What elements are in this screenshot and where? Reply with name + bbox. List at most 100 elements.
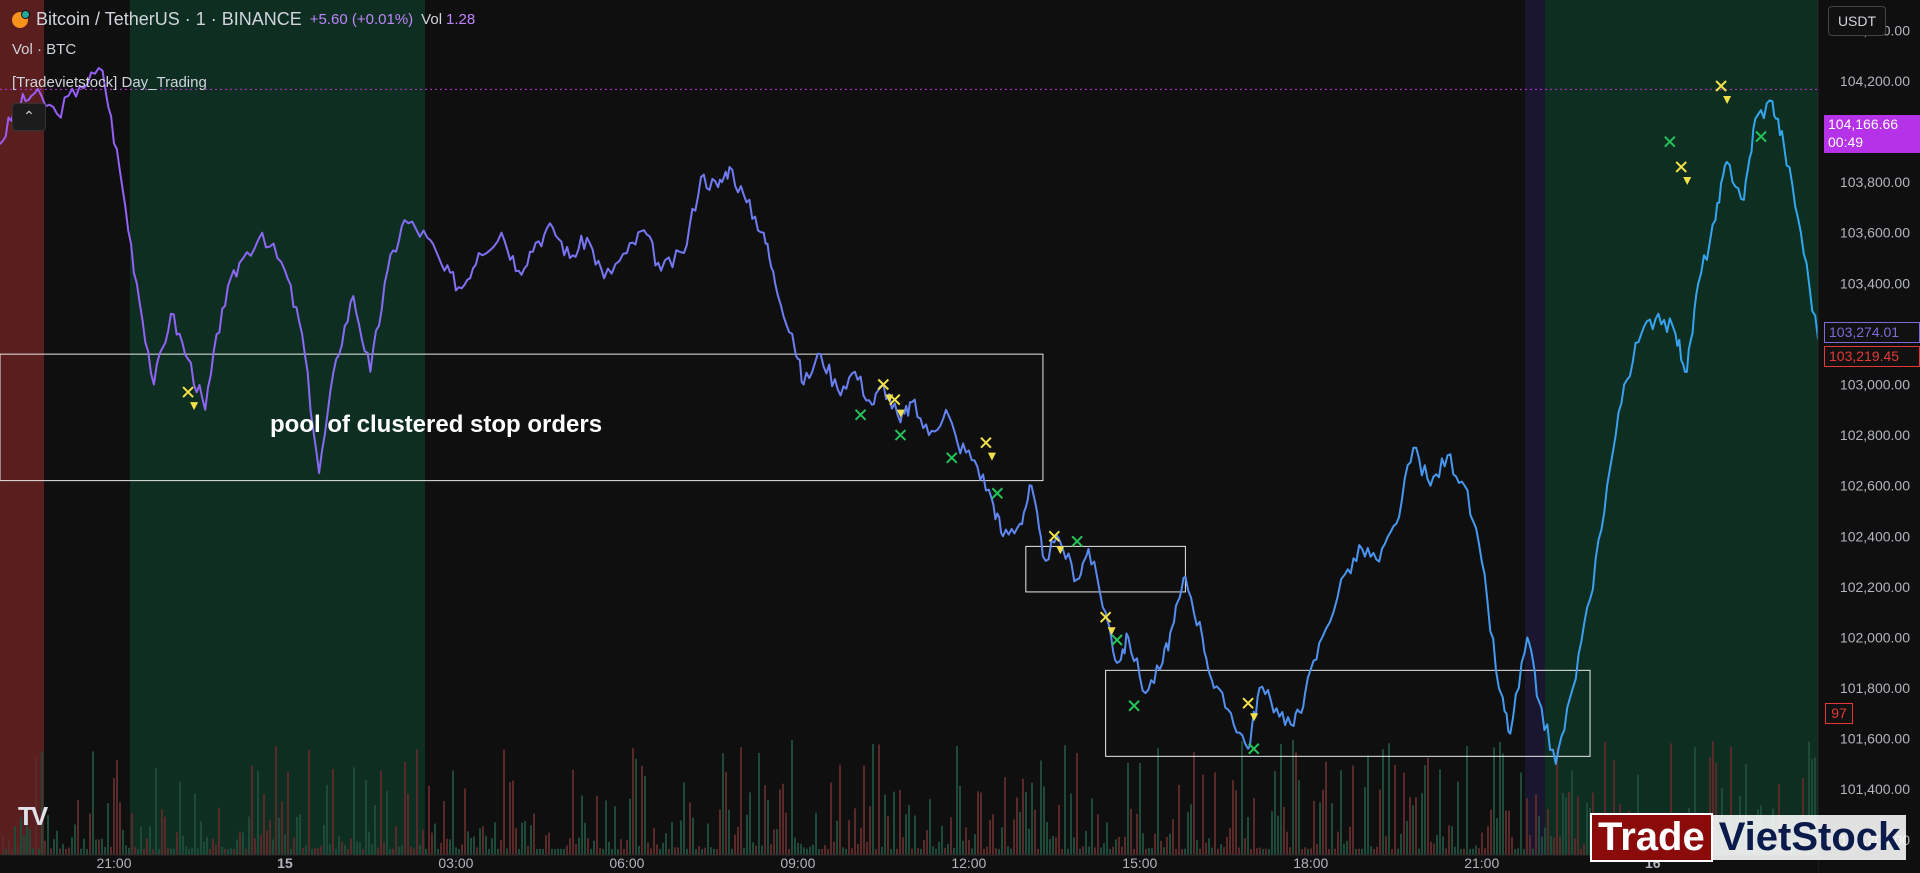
volume-bar: [1565, 797, 1567, 855]
x-tick-label: 06:00: [609, 855, 644, 871]
last-price-value: 104,166.66: [1828, 116, 1899, 132]
volume-bar: [293, 837, 295, 855]
volume-bar: [566, 845, 568, 855]
volume-bar: [797, 842, 799, 855]
session-zone-green-2: [1545, 0, 1818, 855]
volume-bar: [26, 815, 28, 855]
volume-bar: [848, 820, 850, 855]
volume-bar: [23, 835, 25, 855]
volume-bar: [1310, 848, 1312, 855]
volume-bar: [557, 848, 559, 855]
volume-bar: [914, 815, 916, 855]
volume-bar: [731, 848, 733, 855]
volume-bar: [752, 842, 754, 855]
volume-bar: [1553, 837, 1555, 855]
volume-bar: [131, 812, 133, 855]
volume-bar: [857, 844, 859, 855]
volume-bar: [521, 822, 523, 855]
volume-bar: [1163, 847, 1165, 855]
tradingview-logo-icon[interactable]: TV: [18, 801, 48, 831]
volume-bar: [677, 847, 679, 855]
volume-bar: [1394, 764, 1396, 855]
volume-bar: [839, 764, 841, 855]
volume-bar: [1103, 843, 1105, 855]
day-trading-indicator-legend[interactable]: [Tradevietstock] Day_Trading: [12, 74, 207, 91]
volume-bar: [296, 816, 298, 855]
volume-bar: [674, 847, 676, 855]
volume-bar: [533, 813, 535, 855]
sell-arrow: [896, 409, 905, 418]
volume-bar: [1505, 810, 1507, 855]
volume-bar: [1130, 808, 1132, 855]
volume-bar: [1376, 846, 1378, 855]
volume-bar: [1445, 848, 1447, 855]
volume-bar: [458, 848, 460, 855]
currency-selector[interactable]: USDT: [1828, 6, 1886, 36]
volume-bar: [197, 848, 199, 855]
volume-bar: [833, 841, 835, 855]
volume-bar: [1421, 792, 1423, 855]
volume-bar: [491, 838, 493, 855]
volume-bar: [134, 846, 136, 855]
volume-bar: [218, 807, 220, 855]
volume-bar: [479, 828, 481, 855]
volume-bar: [1280, 743, 1282, 855]
volume-bar: [1052, 835, 1054, 855]
volume-bar: [554, 848, 556, 855]
volume-bar: [1520, 772, 1522, 855]
volume-bar: [551, 848, 553, 855]
volume-bar: [1019, 811, 1021, 855]
volume-bar: [719, 809, 721, 855]
volume-bars: [2, 739, 1819, 855]
volume-bar: [1403, 772, 1405, 855]
sell-marker: [1242, 697, 1254, 709]
volume-bar: [254, 838, 256, 855]
volume-bar: [1391, 848, 1393, 855]
bar-countdown: 00:49: [1828, 134, 1864, 150]
volume-bar: [86, 848, 88, 855]
volume-bar: [1139, 762, 1141, 855]
volume-bar: [947, 843, 949, 855]
volume-bar: [716, 848, 718, 855]
volume-bar: [260, 835, 262, 855]
volume-bar: [119, 802, 121, 855]
volume-bar: [1427, 757, 1429, 855]
volume-bar: [476, 847, 478, 855]
buy-marker: [1071, 535, 1083, 548]
volume-bar: [704, 847, 706, 855]
volume-bar: [425, 848, 427, 855]
volume-bar: [626, 840, 628, 855]
volume-indicator-legend[interactable]: Vol · BTC: [12, 41, 77, 58]
volume-bar: [290, 848, 292, 855]
volume-bar: [398, 846, 400, 855]
collapse-legend-button[interactable]: ⌃: [12, 103, 46, 131]
volume-bar: [869, 806, 871, 855]
volume-bar: [1094, 847, 1096, 855]
marker-stroke: [1664, 135, 1676, 148]
volume-bar: [251, 765, 253, 855]
volume-bar: [1517, 848, 1519, 855]
marker-stroke: [894, 429, 907, 441]
volume-bar: [191, 847, 193, 855]
volume-bar: [794, 837, 796, 855]
chevron-up-icon: ⌃: [23, 108, 35, 124]
volume-bar: [299, 814, 301, 855]
volume-bar: [1298, 780, 1300, 855]
sell-arrow: [1250, 713, 1259, 722]
symbol-title[interactable]: Bitcoin / TetherUS · 1 · BINANCE: [36, 9, 302, 29]
volume-bar: [173, 848, 175, 855]
volume-bar: [1313, 800, 1315, 855]
volume-bar: [830, 782, 832, 855]
price-series-line: [0, 67, 1819, 765]
zone-annotation[interactable]: pool of clustered stop orders: [270, 411, 603, 438]
volume-bar: [764, 785, 766, 855]
volume-bar: [1199, 848, 1201, 855]
y-tick-label: 103,000.00: [1840, 376, 1910, 392]
volume-bar: [443, 801, 445, 855]
volume-bar: [971, 848, 973, 855]
volume-bar: [80, 848, 82, 855]
volume-bar: [1463, 848, 1465, 855]
volume-bar: [1046, 821, 1048, 855]
volume-bar: [941, 825, 943, 855]
